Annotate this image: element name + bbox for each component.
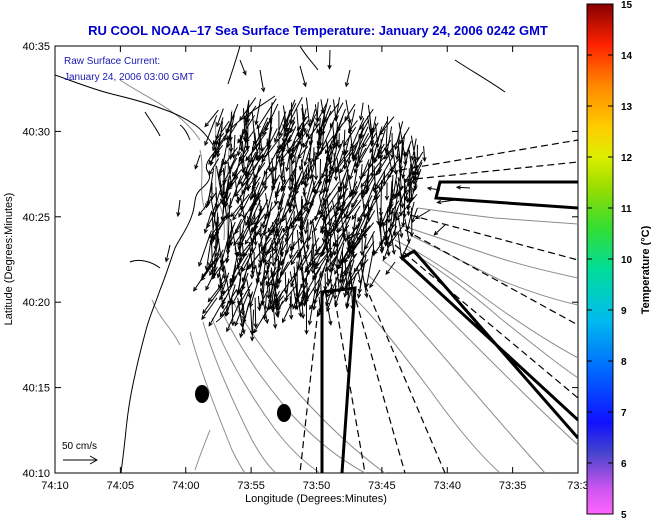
colorbar-tick-label: 14 — [621, 51, 633, 62]
colorbar-tick-label: 13 — [621, 102, 633, 113]
x-tick-label: 73:55 — [237, 480, 265, 492]
y-tick-label: 40:35 — [22, 41, 50, 53]
x-axis-label: Longitude (Degrees:Minutes) — [245, 493, 387, 505]
colorbar-tick-label: 10 — [621, 255, 633, 266]
x-tick-label: 74:10 — [41, 480, 69, 492]
y-tick-label: 40:25 — [22, 212, 50, 224]
x-tick-label: 73:50 — [303, 480, 331, 492]
y-tick-label: 40:15 — [22, 383, 50, 395]
x-tick-label: 74:00 — [172, 480, 200, 492]
y-tick-label: 40:30 — [22, 126, 50, 138]
colorbar-tick-label: 12 — [621, 153, 633, 164]
colorbar-tick-label: 11 — [621, 204, 632, 215]
current-overlay-time: January 24, 2006 03:00 GMT — [64, 72, 194, 83]
colorbar-tick-label: 5 — [621, 510, 627, 519]
station-marker-1 — [195, 385, 209, 403]
colorbar-tick-label: 6 — [621, 459, 627, 470]
station-marker-2 — [277, 404, 291, 422]
colorbar-tick-label: 9 — [621, 306, 627, 317]
colorbar-tick-label: 15 — [621, 0, 633, 11]
colorbar-tick-label: 8 — [621, 357, 627, 368]
y-tick-label: 40:10 — [22, 468, 50, 480]
x-tick-label: 73:40 — [433, 480, 461, 492]
x-tick-label: 73:35 — [499, 480, 527, 492]
figure-title: RU COOL NOAA–17 Sea Surface Temperature:… — [88, 23, 548, 38]
current-overlay-label: Raw Surface Current: — [64, 56, 160, 67]
colorbar-tick-label: 7 — [621, 408, 627, 419]
scale-label: 50 cm/s — [62, 441, 97, 452]
y-axis-label: Latitude (Degrees:Minutes) — [3, 193, 15, 326]
x-tick-label: 74:05 — [107, 480, 135, 492]
colorbar-label: Temperature (°C) — [640, 225, 651, 314]
x-tick-label: 73:3 — [567, 480, 588, 492]
y-tick-label: 40:20 — [22, 297, 50, 309]
x-tick-label: 73:45 — [368, 480, 396, 492]
